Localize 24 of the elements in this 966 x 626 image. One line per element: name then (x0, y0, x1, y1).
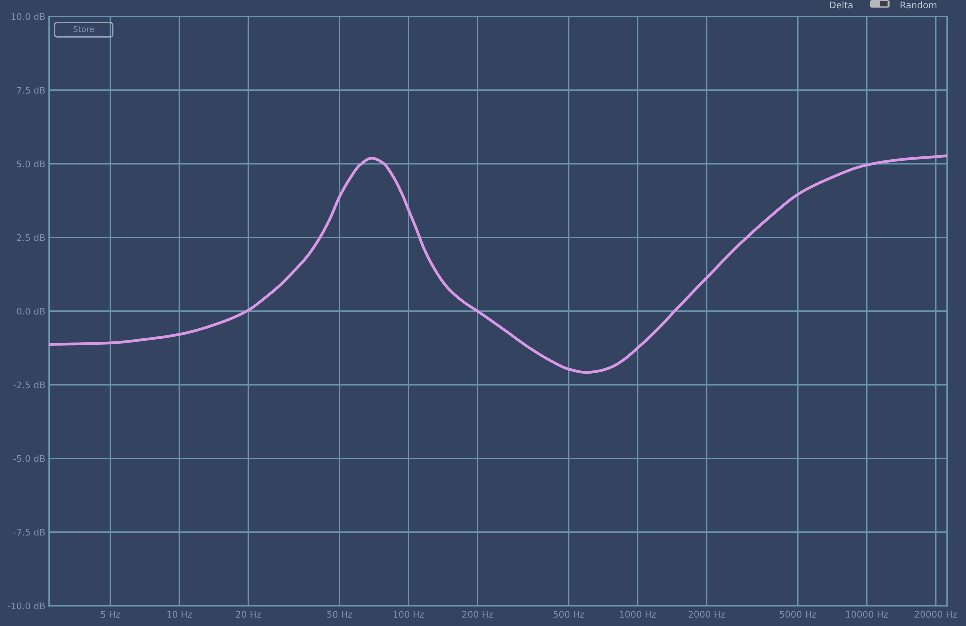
y-tick-label: -5.0 dB (14, 455, 46, 462)
x-tick-label: 5000 Hz (780, 611, 816, 618)
annotation: Store (74, 26, 94, 32)
y-tick-label: 10.0 dB (12, 13, 46, 20)
x-tick-label: 20000 Hz (915, 611, 958, 618)
text: Delta (830, 2, 853, 9)
y-tick-label: -10.0 dB (8, 602, 46, 610)
y-tick-label: 7.5 dB (17, 86, 46, 94)
text: Random (900, 2, 937, 9)
y-tick-label: 2.5 dB (17, 234, 46, 242)
x-tick-label: 2000 Hz (688, 611, 726, 618)
y-tick-label: 5.0 dB (17, 160, 46, 168)
y-tick-label: -2.5 dB (14, 382, 46, 389)
y-tick-label: -7.5 dB (14, 528, 46, 536)
x-tick-label: 50 Hz (328, 611, 352, 618)
x-tick-label: 1000 Hz (620, 611, 656, 618)
x-tick-label: 100 Hz (394, 611, 424, 618)
x-tick-label: 200 Hz (462, 611, 494, 618)
x-tick-label: 20 Hz (236, 611, 262, 618)
x-tick-label: 500 Hz (554, 611, 584, 618)
y-tick-label: 0.0 dB (17, 308, 46, 315)
x-tick-label: 10 Hz (168, 611, 192, 618)
x-tick-label: 10000 Hz (846, 611, 888, 618)
x-tick-label: 5 Hz (101, 611, 120, 618)
